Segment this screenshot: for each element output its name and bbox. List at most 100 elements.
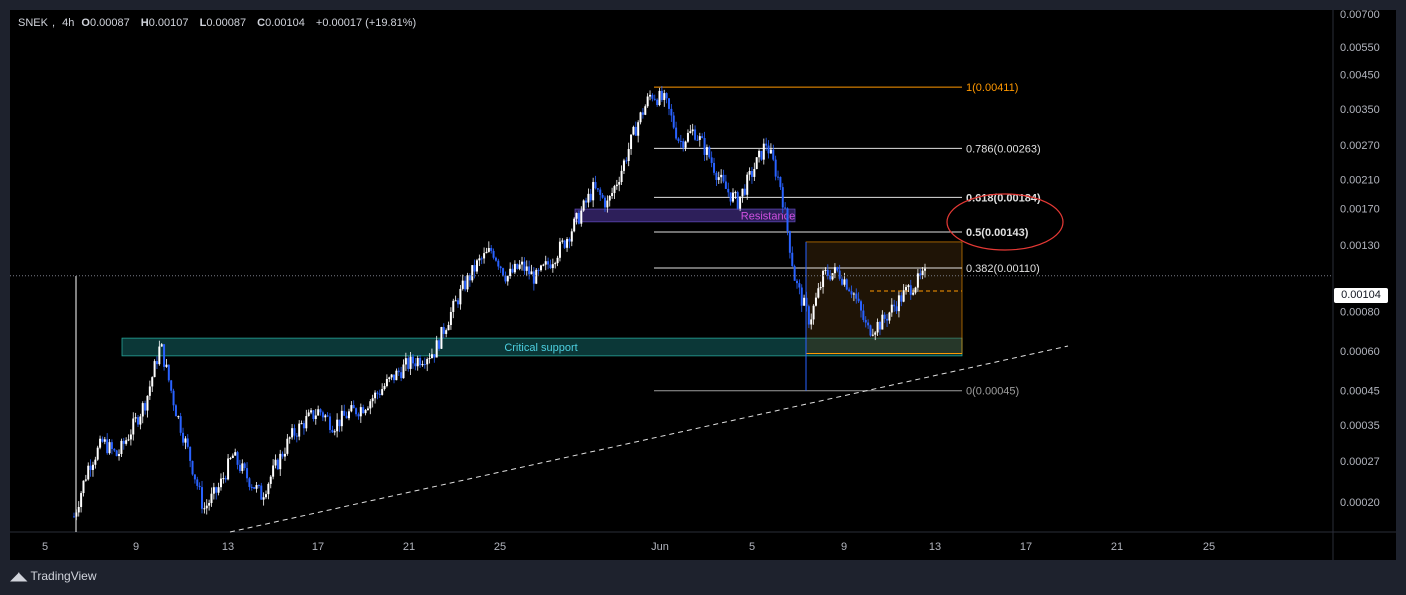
retest-box[interactable]	[805, 241, 963, 354]
candle-body[interactable]	[900, 295, 903, 302]
candle-body[interactable]	[504, 275, 507, 282]
candle-body[interactable]	[689, 131, 692, 133]
candle-body[interactable]	[82, 480, 85, 494]
candle-body[interactable]	[845, 279, 848, 290]
zone-rect[interactable]	[574, 208, 796, 223]
candle-body[interactable]	[404, 358, 407, 365]
candle-body[interactable]	[736, 192, 739, 209]
candle-body[interactable]	[577, 213, 580, 224]
candle-body[interactable]	[77, 506, 80, 513]
candle-body[interactable]	[850, 291, 853, 295]
candle-body[interactable]	[381, 389, 384, 395]
candle-body[interactable]	[99, 438, 102, 448]
candle-body[interactable]	[824, 269, 827, 271]
candle-body[interactable]	[148, 386, 151, 396]
candle-body[interactable]	[487, 248, 490, 252]
candle-body[interactable]	[509, 268, 512, 276]
candle-body[interactable]	[575, 213, 578, 219]
candle-body[interactable]	[248, 478, 251, 487]
candle-body[interactable]	[672, 115, 675, 128]
candle-body[interactable]	[480, 258, 483, 260]
candle-body[interactable]	[125, 440, 128, 444]
candle-body[interactable]	[919, 273, 922, 276]
candle-body[interactable]	[257, 485, 260, 487]
candle-body[interactable]	[397, 370, 400, 373]
candle-body[interactable]	[608, 196, 611, 201]
candle-body[interactable]	[798, 283, 801, 288]
candle-body[interactable]	[871, 334, 874, 336]
candle-body[interactable]	[563, 240, 566, 248]
candle-body[interactable]	[390, 374, 393, 378]
support-trendline[interactable]	[229, 345, 1069, 533]
candle-body[interactable]	[129, 434, 132, 440]
candle-body[interactable]	[319, 409, 322, 413]
candle-body[interactable]	[724, 181, 727, 189]
candle-body[interactable]	[897, 295, 900, 312]
candle-body[interactable]	[87, 465, 90, 480]
candle-body[interactable]	[272, 465, 275, 477]
candle-body[interactable]	[705, 147, 708, 155]
candle-body[interactable]	[279, 453, 282, 470]
candle-body[interactable]	[91, 464, 94, 470]
candle-body[interactable]	[753, 169, 756, 177]
candle-body[interactable]	[677, 138, 680, 141]
candle-body[interactable]	[703, 137, 706, 155]
candle-body[interactable]	[241, 463, 244, 471]
candle-body[interactable]	[596, 188, 599, 190]
candle-body[interactable]	[243, 463, 246, 469]
candle-body[interactable]	[215, 487, 218, 493]
candle-body[interactable]	[667, 98, 670, 109]
candle-body[interactable]	[144, 403, 147, 411]
candle-body[interactable]	[307, 412, 310, 417]
candle-body[interactable]	[570, 231, 573, 242]
candle-body[interactable]	[743, 188, 746, 195]
candle-body[interactable]	[585, 200, 588, 203]
candle-body[interactable]	[613, 186, 616, 194]
candle-body[interactable]	[819, 287, 822, 289]
candle-body[interactable]	[409, 356, 412, 369]
candle-body[interactable]	[426, 359, 429, 365]
candle-body[interactable]	[494, 257, 497, 261]
candle-body[interactable]	[833, 267, 836, 274]
candle-body[interactable]	[625, 160, 628, 162]
candle-body[interactable]	[547, 261, 550, 265]
candle-body[interactable]	[568, 238, 571, 242]
candle-body[interactable]	[843, 279, 846, 285]
candle-body[interactable]	[153, 361, 156, 378]
candle-body[interactable]	[606, 200, 609, 208]
candle-body[interactable]	[291, 428, 294, 438]
candle-body[interactable]	[499, 266, 502, 269]
candle-body[interactable]	[255, 485, 258, 489]
candle-body[interactable]	[781, 187, 784, 208]
candle-body[interactable]	[722, 174, 725, 182]
tradingview-brand[interactable]: ◢◣ TradingView	[10, 569, 97, 583]
candle-body[interactable]	[179, 416, 182, 433]
candle-body[interactable]	[208, 503, 211, 506]
candle-body[interactable]	[537, 269, 540, 271]
candle-body[interactable]	[433, 354, 436, 358]
candle-body[interactable]	[589, 193, 592, 201]
candle-body[interactable]	[236, 452, 239, 465]
candle-body[interactable]	[229, 458, 232, 460]
candle-body[interactable]	[466, 275, 469, 290]
candle-body[interactable]	[103, 439, 106, 442]
candle-body[interactable]	[369, 401, 372, 409]
candle-body[interactable]	[411, 356, 414, 364]
candle-body[interactable]	[886, 318, 889, 321]
candle-body[interactable]	[324, 415, 327, 418]
candle-body[interactable]	[686, 132, 689, 142]
candle-body[interactable]	[447, 324, 450, 331]
candle-body[interactable]	[430, 354, 433, 359]
candle-body[interactable]	[364, 410, 367, 414]
candle-body[interactable]	[544, 261, 547, 265]
candle-body[interactable]	[490, 248, 493, 251]
candle-body[interactable]	[539, 265, 542, 271]
candle-body[interactable]	[253, 487, 256, 489]
candle-body[interactable]	[622, 160, 625, 171]
candle-body[interactable]	[483, 253, 486, 259]
candle-body[interactable]	[400, 372, 403, 379]
candle-body[interactable]	[684, 141, 687, 148]
candle-body[interactable]	[127, 439, 130, 441]
candle-body[interactable]	[551, 264, 554, 269]
candle-body[interactable]	[333, 431, 336, 433]
